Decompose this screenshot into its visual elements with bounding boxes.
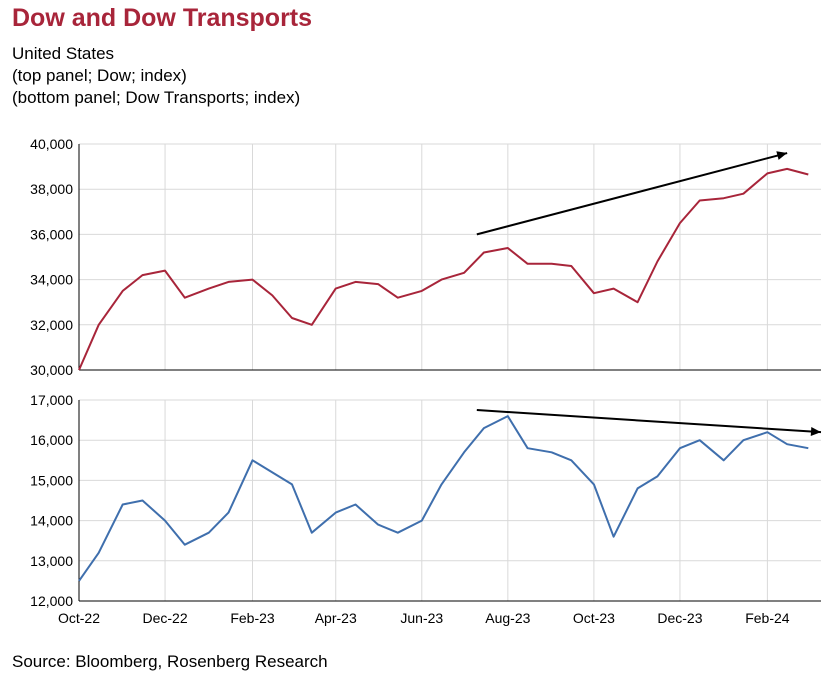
- dow-ytick-label: 36,000: [30, 226, 73, 242]
- x-tick-label: Oct-23: [573, 610, 615, 626]
- transports-ytick-label: 14,000: [30, 513, 73, 529]
- dow-ytick-label: 38,000: [30, 181, 73, 197]
- transports-trend-arrowhead: [810, 427, 821, 437]
- transports-ytick-label: 13,000: [30, 553, 73, 569]
- x-tick-label: Jun-23: [400, 610, 443, 626]
- x-tick-label: Oct-22: [58, 610, 100, 626]
- x-tick-label: Aug-23: [485, 610, 530, 626]
- subtitle-top-panel: (top panel; Dow; index): [12, 66, 187, 85]
- dow-trend-arrowhead: [776, 151, 788, 160]
- x-tick-label: Dec-22: [142, 610, 187, 626]
- chart-title: Dow and Dow Transports: [12, 4, 313, 32]
- transports-ytick-label: 15,000: [30, 472, 73, 488]
- dow-ytick-label: 30,000: [30, 362, 73, 378]
- transports-trend-arrow: [476, 409, 822, 434]
- transports-ytick-label: 17,000: [30, 392, 73, 408]
- x-tick-label: Apr-23: [315, 610, 357, 626]
- subtitle-bottom-panel: (bottom panel; Dow Transports; index): [12, 88, 301, 107]
- x-tick-label: Feb-23: [230, 610, 275, 626]
- transports-series-line: [78, 415, 809, 582]
- dow-ytick-label: 34,000: [30, 272, 73, 288]
- x-tick-label: Dec-23: [657, 610, 702, 626]
- source-note: Source: Bloomberg, Rosenberg Research: [12, 652, 328, 671]
- transports-ytick-label: 16,000: [30, 432, 73, 448]
- dow-trend-arrow: [476, 152, 788, 236]
- transports-ytick-label: 12,000: [30, 593, 73, 609]
- dow-series-line: [78, 167, 809, 371]
- dow-ytick-label: 32,000: [30, 317, 73, 333]
- subtitle-country: United States: [12, 44, 115, 63]
- dow-ytick-label: 40,000: [30, 136, 73, 152]
- x-tick-label: Feb-24: [745, 610, 790, 626]
